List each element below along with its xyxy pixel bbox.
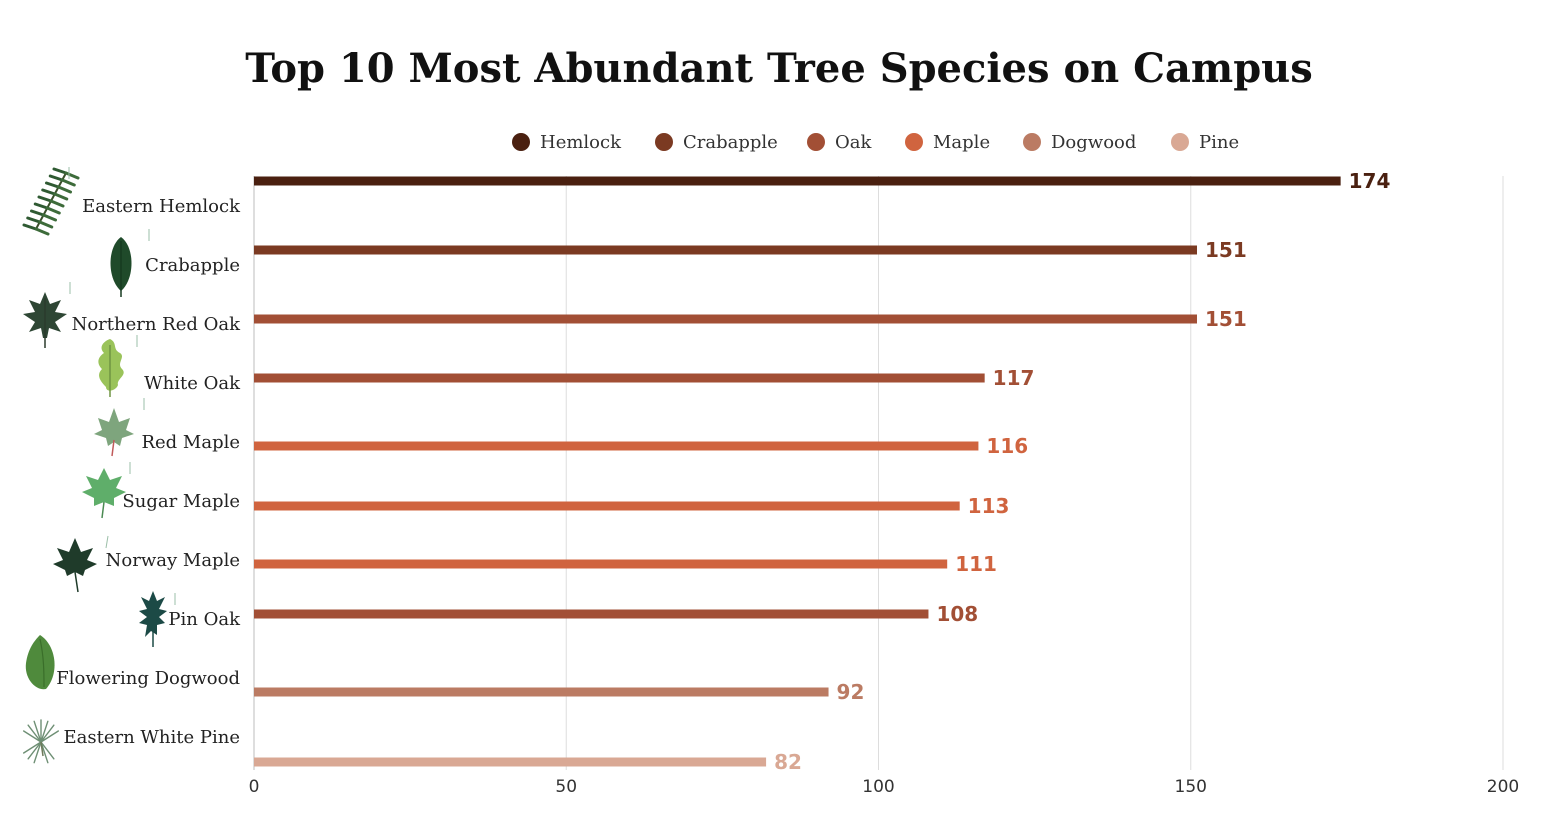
legend-item-dogwood: Dogwood bbox=[1023, 132, 1136, 153]
chart-title: Top 10 Most Abundant Tree Species on Cam… bbox=[245, 45, 1313, 92]
bar bbox=[254, 687, 829, 697]
value-label: 111 bbox=[955, 552, 997, 576]
category-label: Crabapple bbox=[145, 255, 240, 276]
value-label: 117 bbox=[993, 366, 1035, 390]
norway-maple-leaf-icon bbox=[53, 535, 109, 593]
value-label: 174 bbox=[1349, 169, 1391, 193]
crabapple-leaf-icon bbox=[110, 229, 150, 297]
red-maple-leaf-icon bbox=[94, 398, 145, 457]
category-label: Eastern Hemlock bbox=[82, 196, 241, 217]
bars: 174 151 151 117 116 113 111 108 92 82 bbox=[254, 169, 1390, 774]
legend-swatch bbox=[807, 133, 825, 151]
bar bbox=[254, 441, 979, 451]
legend-label: Crabapple bbox=[683, 132, 778, 153]
white-pine-needles-icon bbox=[22, 719, 60, 764]
value-label: 116 bbox=[986, 434, 1028, 458]
legend-swatch bbox=[1171, 133, 1189, 151]
bar bbox=[254, 757, 767, 767]
bar bbox=[254, 501, 960, 511]
category-label: Pin Oak bbox=[168, 609, 241, 630]
category-label: Red Maple bbox=[141, 432, 240, 453]
bar bbox=[254, 559, 948, 569]
legend: Hemlock Crabapple Oak Maple Dogwood Pine bbox=[512, 132, 1239, 153]
legend-label: Hemlock bbox=[540, 132, 622, 153]
legend-item-pine: Pine bbox=[1171, 132, 1239, 153]
legend-label: Maple bbox=[933, 132, 990, 153]
bar bbox=[254, 314, 1197, 324]
value-label: 151 bbox=[1205, 238, 1247, 262]
sugar-maple-leaf-icon bbox=[82, 462, 131, 519]
white-oak-leaf-icon bbox=[98, 335, 138, 397]
red-oak-leaf-icon bbox=[23, 282, 71, 348]
legend-swatch bbox=[905, 133, 923, 151]
hemlock-branch-icon bbox=[22, 167, 80, 236]
leaf-icons bbox=[22, 167, 176, 764]
bar bbox=[254, 609, 929, 619]
value-label: 82 bbox=[774, 750, 802, 774]
x-tick-label: 50 bbox=[555, 777, 577, 797]
x-axis-ticks: 0 50 100 150 200 bbox=[249, 777, 1520, 797]
x-tick-label: 200 bbox=[1487, 777, 1519, 797]
category-label: Eastern White Pine bbox=[64, 727, 240, 748]
bar bbox=[254, 373, 985, 383]
value-label: 151 bbox=[1205, 307, 1247, 331]
x-tick-label: 100 bbox=[862, 777, 894, 797]
value-label: 113 bbox=[968, 494, 1010, 518]
bar bbox=[254, 245, 1197, 255]
category-labels: Eastern Hemlock Crabapple Northern Red Oak… bbox=[56, 196, 241, 748]
legend-swatch bbox=[1023, 133, 1041, 151]
category-label: Flowering Dogwood bbox=[56, 668, 240, 689]
value-label: 92 bbox=[837, 680, 865, 704]
legend-swatch bbox=[655, 133, 673, 151]
legend-label: Pine bbox=[1199, 132, 1239, 153]
category-label: Sugar Maple bbox=[122, 491, 240, 512]
legend-item-oak: Oak bbox=[807, 132, 872, 153]
x-tick-label: 0 bbox=[249, 777, 260, 797]
category-label: Northern Red Oak bbox=[72, 314, 242, 335]
category-label: Norway Maple bbox=[106, 550, 240, 571]
x-tick-label: 150 bbox=[1175, 777, 1207, 797]
pin-oak-leaf-icon bbox=[139, 591, 176, 647]
legend-label: Oak bbox=[835, 132, 872, 153]
legend-label: Dogwood bbox=[1051, 132, 1136, 153]
dogwood-leaf-icon bbox=[25, 635, 55, 690]
legend-item-maple: Maple bbox=[905, 132, 990, 153]
value-label: 108 bbox=[936, 602, 978, 626]
category-label: White Oak bbox=[144, 373, 241, 394]
legend-item-crabapple: Crabapple bbox=[655, 132, 778, 153]
grid bbox=[253, 176, 1504, 770]
legend-swatch bbox=[512, 133, 530, 151]
legend-item-hemlock: Hemlock bbox=[512, 132, 622, 153]
bar bbox=[254, 176, 1341, 186]
